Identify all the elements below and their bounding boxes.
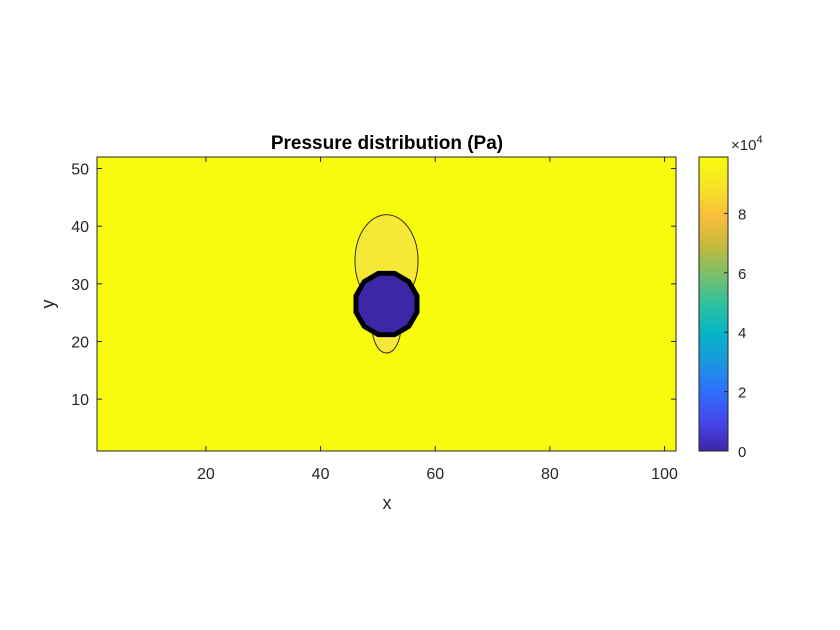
colorbar-tick-label: 2 [738, 385, 746, 402]
colorbar-tick-label: 0 [738, 444, 746, 461]
y-tick-label: 20 [71, 334, 89, 351]
y-tick-label: 50 [71, 162, 89, 179]
x-axis-ticks: 20 40 60 80 100 [197, 157, 678, 483]
colorbar: 0 2 4 6 8 ×104 [698, 134, 763, 461]
obstacle-region [353, 270, 420, 338]
colorbar-gradient [698, 156, 729, 452]
x-axis-label: x [383, 493, 392, 513]
x-tick-label: 100 [651, 466, 678, 483]
x-tick-label: 60 [426, 466, 444, 483]
x-tick-label: 20 [197, 466, 215, 483]
chart-title: Pressure distribution (Pa) [271, 133, 503, 154]
y-tick-label: 30 [71, 277, 89, 294]
y-tick-label: 10 [71, 392, 89, 409]
colorbar-exponent: ×104 [731, 134, 763, 154]
x-tick-label: 80 [541, 466, 559, 483]
y-axis-ticks: 10 20 30 40 50 [71, 162, 676, 409]
colorbar-tick-label: 6 [738, 266, 746, 283]
plot-frame [96, 156, 677, 452]
colorbar-tick-label: 8 [738, 206, 746, 223]
colorbar-ticks: 0 2 4 6 8 [724, 206, 746, 461]
colorbar-tick-label: 4 [738, 325, 746, 342]
plot-area: 20 40 60 80 100 10 20 30 40 50 [71, 156, 678, 483]
y-tick-label: 40 [71, 219, 89, 236]
y-axis-label: y [38, 300, 58, 309]
x-tick-label: 40 [312, 466, 330, 483]
